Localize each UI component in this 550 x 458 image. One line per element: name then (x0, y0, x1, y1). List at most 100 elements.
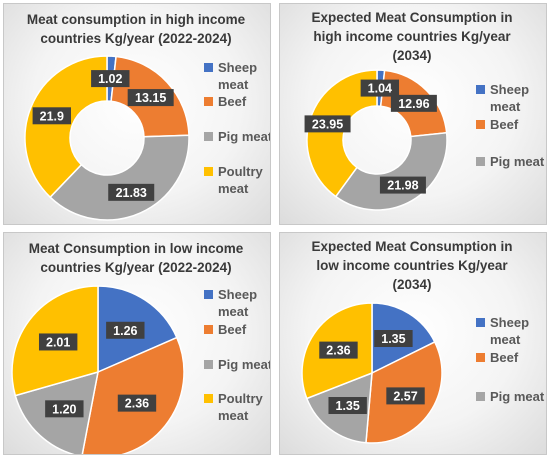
data-label: 21.98 (379, 176, 426, 194)
data-label: 13.15 (127, 89, 174, 107)
data-label: 2.36 (319, 341, 358, 359)
legend-entry: Poultry meat (204, 164, 264, 196)
data-label: 12.96 (390, 94, 437, 112)
legend-label: Beef (490, 117, 519, 132)
data-label-text: 21.83 (116, 186, 147, 200)
chart-title-line: Expected Meat Consumption in (311, 10, 512, 25)
data-label-text: 23.95 (312, 117, 343, 131)
legend-label: meat (490, 99, 521, 114)
data-label-box (38, 333, 78, 351)
legend-swatch (204, 167, 213, 176)
data-label-box (127, 89, 174, 107)
legend-entry: Sheep meat (476, 315, 529, 347)
legend-swatch (204, 290, 213, 299)
legend-label: Sheep (490, 315, 529, 330)
data-label-box (45, 400, 84, 418)
legend-label: meat (218, 304, 249, 319)
legend-entry: Poultry meat (204, 391, 264, 423)
data-label-text: 1.20 (52, 402, 76, 416)
legend-label: Beef (218, 94, 247, 109)
data-label-text: 2.57 (393, 389, 417, 403)
legend-label: Poultry (218, 164, 264, 179)
legend-swatch (476, 157, 485, 166)
data-label-box (386, 387, 425, 405)
data-label-box (106, 321, 145, 339)
legend-swatch (204, 394, 213, 403)
legend-swatch (204, 325, 213, 334)
legend-label: Pig meat (490, 389, 545, 404)
legend-entry: Sheep meat (204, 60, 257, 92)
data-label: 1.35 (328, 397, 367, 415)
legend-swatch (476, 120, 485, 129)
data-label-box (304, 115, 351, 133)
pie-slice (306, 69, 378, 198)
legend-entry: Pig meat (476, 389, 545, 404)
legend-swatch (204, 97, 213, 106)
legend-entry: Pig meat (204, 357, 271, 372)
data-label-text: 1.04 (368, 82, 392, 96)
panel-low-income-current: Meat Consumption in low income countries … (3, 232, 271, 455)
legend-entry: Beef (204, 94, 247, 109)
data-label-box (108, 183, 155, 201)
data-label-box (328, 397, 367, 415)
legend-label: Sheep (218, 287, 257, 302)
legend-label: meat (218, 181, 249, 196)
chart-title-line: countries Kg/year (2022-2024) (40, 31, 231, 46)
legend-swatch (476, 85, 485, 94)
legend-entry: Beef (204, 322, 247, 337)
data-label-text: 13.15 (135, 91, 166, 105)
chart-low-income-2034: Expected Meat Consumption in low income c… (301, 239, 545, 444)
chart-title-line: (2034) (392, 277, 431, 292)
legend-swatch (204, 63, 213, 72)
legend-swatch (204, 132, 213, 141)
data-label-text: 1.35 (336, 399, 360, 413)
chart-title-line: Meat Consumption in low income (29, 241, 244, 256)
chart-title-line: countries Kg/year (2022-2024) (40, 260, 231, 275)
legend-entry: Beef (476, 350, 519, 365)
data-label: 2.01 (38, 333, 78, 351)
data-label-text: 1.35 (381, 332, 405, 346)
data-label: 1.02 (91, 70, 130, 88)
chart-title-line: Meat consumption in high income (27, 12, 246, 27)
data-label-box (91, 70, 130, 88)
chart-title-line: Expected Meat Consumption in (311, 239, 512, 254)
legend-label: Beef (218, 322, 247, 337)
legend-entry: Beef (476, 117, 519, 132)
data-label: 2.36 (117, 394, 157, 412)
data-label: 21.9 (32, 107, 72, 125)
data-label-text: 2.36 (326, 344, 350, 358)
data-label-box (360, 79, 400, 97)
pie-slice (24, 55, 108, 199)
legend-entry: Sheep meat (476, 82, 529, 114)
data-label: 1.04 (360, 79, 400, 97)
chart-high-income-current: Meat consumption in high income countries… (24, 12, 271, 221)
legend-label: Pig meat (218, 129, 271, 144)
data-label-box (32, 107, 72, 125)
data-label-box (319, 341, 358, 359)
legend-swatch (204, 360, 213, 369)
data-label-text: 21.9 (40, 109, 64, 123)
data-label-text: 2.36 (125, 397, 149, 411)
legend-label: Sheep (218, 60, 257, 75)
data-label-text: 2.01 (46, 335, 70, 349)
legend-label: Beef (490, 350, 519, 365)
chart-title-line: low income countries Kg/year (316, 258, 508, 273)
legend-label: meat (218, 77, 249, 92)
legend-label: meat (490, 332, 521, 347)
legend-label: Pig meat (218, 357, 271, 372)
chart-low-income-current: Meat Consumption in low income countries … (11, 241, 271, 454)
legend-entry: Pig meat (204, 129, 271, 144)
panel-high-income-current: Meat consumption in high income countries… (3, 3, 271, 225)
legend-label: Sheep (490, 82, 529, 97)
legend-swatch (476, 392, 485, 401)
chart-high-income-2034: Expected Meat Consumption in high income … (304, 10, 545, 211)
panel-low-income-2034: Expected Meat Consumption in low income c… (279, 232, 547, 455)
legend-label: Poultry (218, 391, 264, 406)
chart-title-line: (2034) (392, 48, 431, 63)
data-label: 1.35 (374, 330, 413, 348)
legend-swatch (476, 318, 485, 327)
data-label: 23.95 (304, 115, 351, 133)
data-label-box (390, 94, 437, 112)
pie-slice (49, 134, 190, 221)
